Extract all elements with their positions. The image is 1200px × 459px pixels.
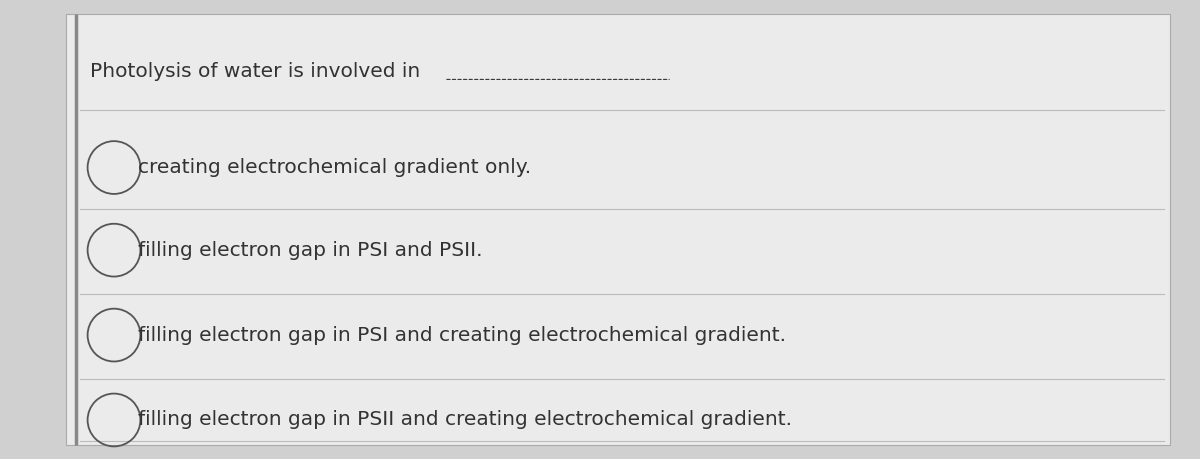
Text: Photolysis of water is involved in: Photolysis of water is involved in: [90, 62, 420, 81]
Text: filling electron gap in PSI and PSII.: filling electron gap in PSI and PSII.: [138, 241, 482, 260]
Text: creating electrochemical gradient only.: creating electrochemical gradient only.: [138, 158, 532, 177]
Text: filling electron gap in PSI and creating electrochemical gradient.: filling electron gap in PSI and creating…: [138, 325, 786, 345]
FancyBboxPatch shape: [66, 14, 1170, 445]
Text: filling electron gap in PSII and creating electrochemical gradient.: filling electron gap in PSII and creatin…: [138, 410, 792, 430]
